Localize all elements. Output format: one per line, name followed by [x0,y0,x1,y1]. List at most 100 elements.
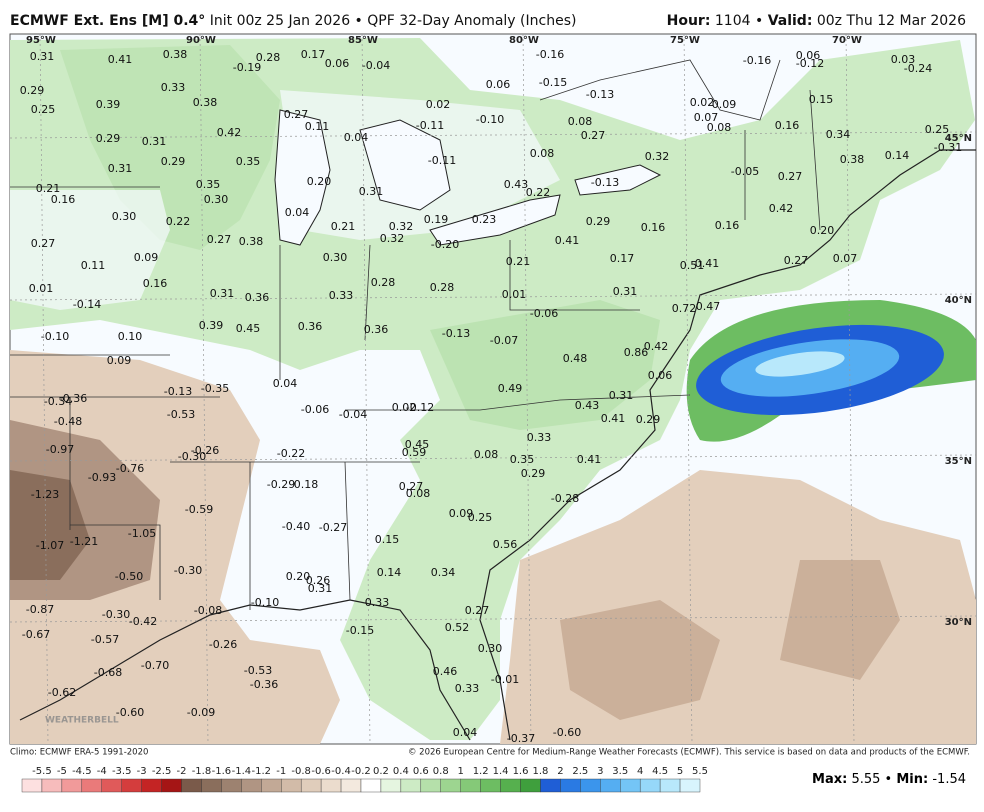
colorbar-swatch [639,778,661,793]
anomaly-value: 0.29 [636,413,661,426]
anomaly-value: -0.12 [406,401,434,414]
colorbar-label: -2 [177,766,187,777]
anomaly-value: 0.10 [118,330,143,343]
anomaly-value: 0.06 [486,78,511,91]
colorbar-label: -1 [276,766,286,777]
colorbar-swatch [420,778,441,793]
min-label: Min: [896,772,928,787]
anomaly-value: 0.11 [81,259,106,272]
anomaly-value: 0.29 [586,215,611,228]
parallel [9,615,977,623]
anomaly-value: 0.38 [239,235,264,248]
anomaly-value: 0.19 [424,213,449,226]
anomaly-value: 0.38 [193,96,218,109]
anomaly-value: 0.16 [775,119,800,132]
anomaly-value: -0.22 [277,447,305,460]
logo: WEATHERBELL [45,716,119,726]
anomaly-value: 0.51 [680,259,705,272]
anomaly-value: 0.20 [307,175,332,188]
colorbar-label: 1.8 [533,766,549,777]
colorbar-label: 0.8 [433,766,449,777]
anomaly-value: 0.41 [577,453,602,466]
anomaly-value: 0.22 [526,186,551,199]
anomaly-value: 0.15 [375,533,400,546]
anomaly-value: -0.12 [796,57,824,70]
anomaly-value: 0.32 [380,232,405,245]
anomaly-value: 0.28 [256,51,281,64]
latitude-label: 45°N [945,133,972,144]
anomaly-value: 0.41 [695,257,720,270]
anomaly-value: -0.13 [586,88,614,101]
parallel [9,293,977,301]
anomaly-value: -0.35 [201,382,229,395]
colorbar-label: -5 [57,766,67,777]
colorbar-label: -1.2 [252,766,272,777]
latitude-label: 35°N [945,456,972,467]
anomaly-value: 0.02 [392,401,417,414]
colorbar-label: 0.4 [393,766,409,777]
max-value: 5.55 • [847,772,896,787]
colorbar-label: 0.6 [413,766,429,777]
anomaly-value: -0.30 [178,450,206,463]
header-right: Hour: 1104 • Valid: 00z Thu 12 Mar 2026 [667,13,966,29]
colorbar-label: -4.5 [72,766,92,777]
colorbar-swatch [460,778,481,793]
anomaly-value: -0.13 [164,385,192,398]
anomaly-value: -0.04 [362,59,390,72]
colorbar-label: -0.2 [351,766,371,777]
anomaly-value: -0.13 [442,327,470,340]
anomaly-value: 0.52 [445,621,470,634]
anomaly-value: 0.06 [796,49,821,62]
anomaly-value: 0.25 [925,123,950,136]
anomaly-value: -0.48 [54,415,82,428]
anomaly-value: 0.18 [294,478,319,491]
meridian [683,33,693,745]
anomaly-value: -0.34 [44,395,72,408]
anomaly-value: -0.70 [141,659,169,672]
anomaly-value: -0.87 [26,603,54,616]
anomaly-value: -0.16 [743,54,771,67]
colorbar-swatch [520,778,541,793]
colorbar-label: -2.5 [152,766,172,777]
anomaly-value: -0.60 [116,706,144,719]
anomaly-value: -0.28 [551,492,579,505]
anomaly-value: 0.21 [36,182,61,195]
meridian [39,33,49,745]
anomaly-value: -0.57 [91,633,119,646]
header-left: ECMWF Ext. Ens [M] 0.4° Init 00z 25 Jan … [10,13,576,29]
anomaly-value: 0.31 [359,185,384,198]
anomaly-value: 0.08 [406,487,431,500]
anomaly-value: -0.15 [539,76,567,89]
anomaly-value: 0.03 [891,53,916,66]
anomaly-value: -0.53 [167,408,195,421]
anomaly-value: 0.45 [236,322,261,335]
colorbar-swatch [480,778,501,793]
hour-text: 1104 • [710,13,767,29]
anomaly-value: -0.36 [59,392,87,405]
colorbar-label: -1.4 [232,766,252,777]
anomaly-value: 0.72 [672,302,697,315]
anomaly-value: -0.11 [416,119,444,132]
colorbar-label: -1.8 [192,766,212,777]
anomaly-value: 0.29 [20,84,45,97]
colorbar-swatch [340,778,362,793]
anomaly-value: 0.42 [769,202,794,215]
anomaly-value: 0.20 [286,570,311,583]
colorbar-swatch [600,778,621,793]
parallel [9,454,977,462]
colorbar-swatch [300,778,322,793]
anomaly-value: 0.36 [298,320,323,333]
anomaly-value: 0.27 [778,170,803,183]
colorbar-swatch [679,778,701,793]
anomaly-value: -0.26 [209,638,237,651]
anomaly-value: -0.29 [267,478,295,491]
anomaly-value: 0.32 [645,150,670,163]
anomaly-value: 0.86 [624,346,649,359]
anomaly-value: 0.36 [245,291,270,304]
anomaly-value: 0.33 [455,682,480,695]
anomaly-value: 0.47 [696,300,721,313]
anomaly-value: 0.16 [51,193,76,206]
anomaly-value: 0.17 [610,252,635,265]
anomaly-value: 0.42 [644,340,669,353]
anomaly-value: -0.67 [22,628,50,641]
